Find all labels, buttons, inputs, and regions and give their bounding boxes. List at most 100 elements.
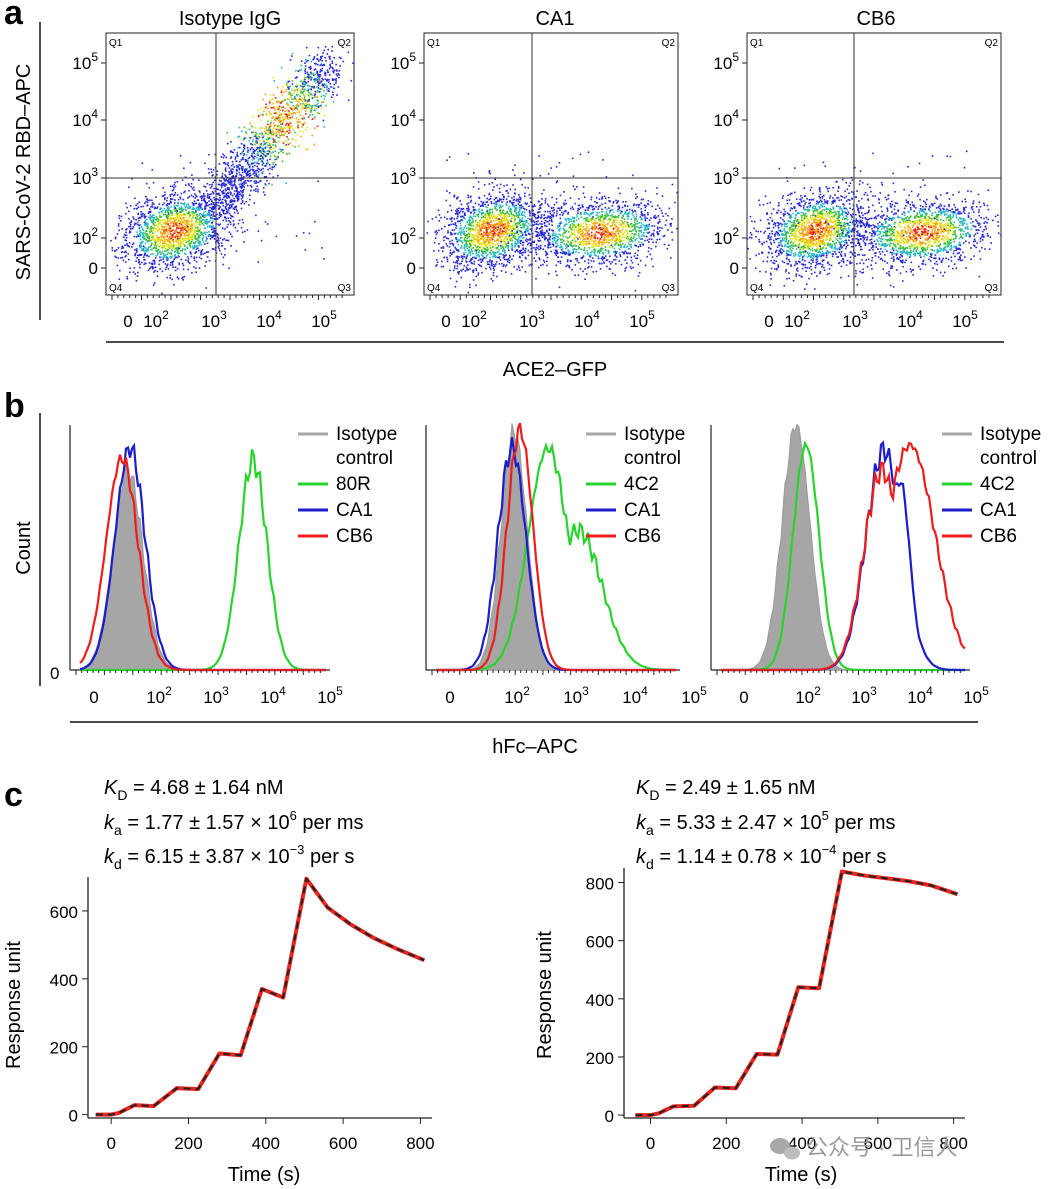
dot [321, 84, 324, 87]
dot [454, 232, 457, 235]
dot [212, 181, 214, 184]
dot [491, 213, 494, 215]
dot [146, 233, 149, 236]
dot [480, 227, 483, 230]
dot [625, 246, 628, 248]
dot [169, 244, 172, 246]
dot [101, 219, 103, 221]
dot [195, 207, 198, 209]
dot [185, 205, 188, 208]
dot [502, 246, 505, 249]
dot [457, 232, 460, 234]
dot [191, 245, 194, 248]
dot [136, 207, 139, 210]
dot [328, 87, 330, 90]
dot [335, 82, 337, 84]
dot [536, 247, 539, 249]
dot [187, 237, 190, 239]
dot [523, 208, 526, 210]
dot [181, 227, 184, 230]
dot [191, 272, 193, 274]
dot [292, 112, 294, 114]
dot [251, 163, 253, 165]
dot [164, 210, 167, 212]
dot [291, 115, 294, 118]
dot [195, 202, 198, 205]
dot [257, 188, 259, 191]
dot [224, 168, 227, 171]
dot [248, 180, 250, 182]
dot [235, 206, 237, 209]
dot [278, 129, 280, 131]
dot [536, 233, 538, 236]
dot [128, 186, 130, 189]
dot [253, 170, 256, 173]
dot [508, 222, 510, 225]
dot [488, 252, 491, 254]
dot [238, 191, 241, 193]
dot [479, 246, 481, 248]
dot [436, 264, 438, 266]
dot [180, 232, 182, 234]
dot [303, 117, 306, 119]
dot [192, 195, 195, 198]
dot [481, 242, 483, 244]
dot [143, 256, 145, 258]
dot [174, 269, 177, 272]
dot [152, 234, 155, 236]
dot [288, 152, 290, 155]
dot [513, 220, 516, 223]
dot [248, 128, 251, 131]
dot [205, 202, 207, 204]
dot [501, 244, 503, 246]
dot [191, 187, 194, 190]
dot [278, 140, 281, 143]
dot [234, 158, 237, 160]
dot [586, 206, 588, 209]
dot [225, 239, 227, 242]
dot [480, 209, 483, 211]
dot [273, 80, 276, 82]
dot [469, 250, 472, 253]
dot [196, 233, 199, 235]
dot [486, 212, 489, 214]
dot [311, 134, 314, 137]
dot [172, 244, 175, 246]
dot [250, 143, 252, 145]
dot [188, 184, 190, 187]
dot [172, 228, 174, 231]
dot [514, 245, 517, 248]
dot [291, 117, 293, 119]
dot [145, 223, 148, 225]
dot [212, 205, 214, 208]
dot [172, 238, 174, 241]
dot [488, 231, 490, 234]
dot [453, 265, 456, 267]
quadrant-q3: Q3 [338, 283, 352, 294]
dot [510, 211, 513, 214]
dot [245, 131, 247, 133]
dot [272, 163, 274, 165]
dot [252, 173, 254, 175]
dot [476, 241, 479, 243]
dot [291, 80, 294, 82]
dot [327, 81, 330, 83]
dot [542, 263, 544, 266]
dot [154, 247, 157, 249]
dot [313, 69, 316, 71]
dot [208, 153, 210, 156]
dot [279, 117, 281, 119]
dot [273, 166, 275, 169]
dot [285, 113, 287, 115]
dot [475, 269, 478, 272]
dot [318, 105, 320, 107]
dot [247, 157, 250, 160]
dot [466, 237, 468, 240]
dot [451, 242, 453, 245]
dot [232, 200, 235, 202]
dot [168, 241, 171, 244]
dot [152, 222, 154, 224]
dot [248, 165, 251, 168]
dot [518, 217, 520, 219]
dot [212, 212, 215, 214]
